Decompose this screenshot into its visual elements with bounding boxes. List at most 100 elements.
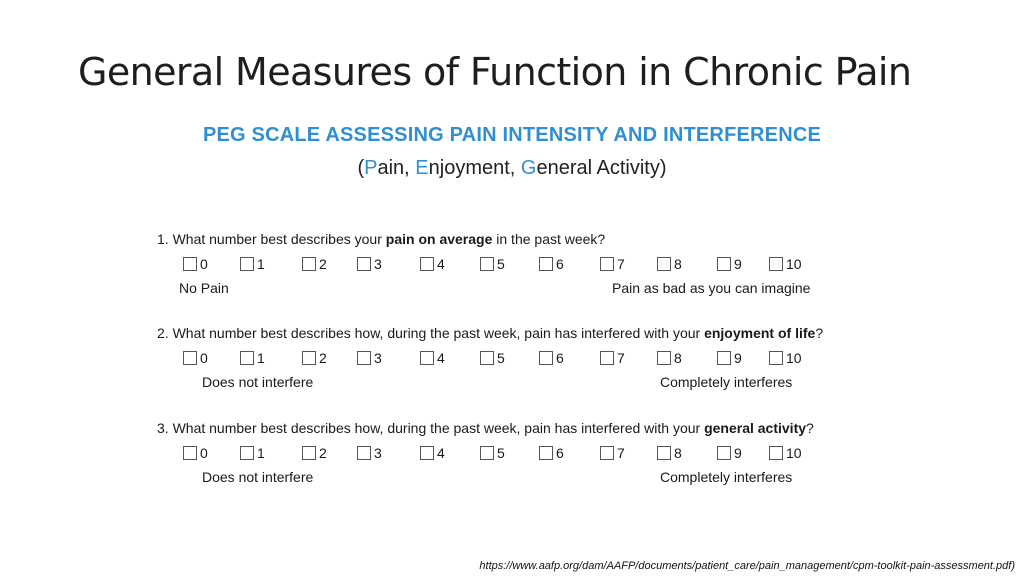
checkbox[interactable] — [183, 350, 197, 365]
checkbox[interactable] — [769, 445, 783, 460]
question-2-right-anchor: Completely interferes — [660, 374, 793, 390]
option-label: 5 — [497, 349, 505, 366]
option-label: 1 — [257, 255, 265, 272]
checkbox[interactable] — [240, 445, 254, 460]
checkbox[interactable] — [357, 256, 371, 271]
question-1-option-6[interactable]: 6 — [539, 255, 564, 272]
option-label: 3 — [374, 349, 382, 366]
option-label: 10 — [786, 349, 802, 366]
question-1-left-anchor: No Pain — [179, 280, 229, 296]
question-1-option-1[interactable]: 1 — [240, 255, 265, 272]
question-3-option-0[interactable]: 0 — [183, 444, 208, 461]
subtitle-p-letter: P — [364, 157, 378, 179]
question-2-suffix: ? — [815, 325, 824, 341]
checkbox[interactable] — [769, 256, 783, 271]
question-2: 2. What number best describes how, durin… — [157, 325, 823, 341]
question-3-option-9[interactable]: 9 — [717, 444, 742, 461]
question-3-option-8[interactable]: 8 — [657, 444, 682, 461]
checkbox[interactable] — [717, 445, 731, 460]
option-label: 6 — [556, 444, 564, 461]
checkbox[interactable] — [183, 445, 197, 460]
slide-title: General Measures of Function in Chronic … — [78, 50, 912, 94]
checkbox[interactable] — [600, 350, 614, 365]
checkbox[interactable] — [769, 350, 783, 365]
checkbox[interactable] — [657, 350, 671, 365]
checkbox[interactable] — [480, 445, 494, 460]
checkbox[interactable] — [717, 350, 731, 365]
checkbox[interactable] — [600, 256, 614, 271]
question-3-suffix: ? — [806, 420, 814, 436]
checkbox[interactable] — [420, 350, 434, 365]
question-1-option-2[interactable]: 2 — [302, 255, 327, 272]
checkbox[interactable] — [240, 256, 254, 271]
question-1-emphasis: pain on average — [385, 231, 493, 247]
question-2-option-1[interactable]: 1 — [240, 349, 265, 366]
subtitle-eneral: eneral Activity) — [536, 157, 667, 179]
checkbox[interactable] — [657, 256, 671, 271]
question-3-prefix: 3. What number best describes how, durin… — [157, 420, 705, 436]
checkbox[interactable] — [420, 256, 434, 271]
question-2-option-2[interactable]: 2 — [302, 349, 327, 366]
checkbox[interactable] — [302, 445, 316, 460]
checkbox[interactable] — [480, 256, 494, 271]
option-label: 4 — [437, 349, 445, 366]
question-3-option-4[interactable]: 4 — [420, 444, 445, 461]
question-3-emphasis: general activity — [704, 420, 807, 436]
question-3-left-anchor: Does not interfere — [202, 469, 314, 485]
option-label: 8 — [674, 255, 682, 272]
option-label: 6 — [556, 349, 564, 366]
question-3-option-1[interactable]: 1 — [240, 444, 265, 461]
question-2-option-9[interactable]: 9 — [717, 349, 742, 366]
question-2-option-6[interactable]: 6 — [539, 349, 564, 366]
checkbox[interactable] — [717, 256, 731, 271]
checkbox[interactable] — [600, 445, 614, 460]
question-1-option-4[interactable]: 4 — [420, 255, 445, 272]
option-label: 5 — [497, 444, 505, 461]
checkbox[interactable] — [357, 350, 371, 365]
option-label: 4 — [437, 444, 445, 461]
checkbox[interactable] — [357, 445, 371, 460]
option-label: 2 — [319, 255, 327, 272]
subtitle-e-letter: E — [415, 157, 429, 179]
question-2-prefix: 2. What number best describes how, durin… — [157, 325, 705, 341]
question-3-option-7[interactable]: 7 — [600, 444, 625, 461]
option-label: 10 — [786, 255, 802, 272]
question-1-option-5[interactable]: 5 — [480, 255, 505, 272]
option-label: 3 — [374, 255, 382, 272]
checkbox[interactable] — [183, 256, 197, 271]
checkbox[interactable] — [480, 350, 494, 365]
checkbox[interactable] — [539, 256, 553, 271]
checkbox[interactable] — [240, 350, 254, 365]
question-1-option-0[interactable]: 0 — [183, 255, 208, 272]
option-label: 0 — [200, 349, 208, 366]
question-2-option-3[interactable]: 3 — [357, 349, 382, 366]
checkbox[interactable] — [420, 445, 434, 460]
question-1: 1. What number best describes your pain … — [157, 231, 605, 247]
question-3-option-6[interactable]: 6 — [539, 444, 564, 461]
question-1-option-9[interactable]: 9 — [717, 255, 742, 272]
option-label: 5 — [497, 255, 505, 272]
option-label: 1 — [257, 444, 265, 461]
question-3: 3. What number best describes how, durin… — [157, 420, 814, 436]
option-label: 2 — [319, 444, 327, 461]
question-2-option-4[interactable]: 4 — [420, 349, 445, 366]
question-1-option-3[interactable]: 3 — [357, 255, 382, 272]
option-label: 7 — [617, 255, 625, 272]
question-3-option-3[interactable]: 3 — [357, 444, 382, 461]
question-3-option-10[interactable]: 10 — [769, 444, 802, 461]
question-2-option-8[interactable]: 8 — [657, 349, 682, 366]
question-1-option-10[interactable]: 10 — [769, 255, 802, 272]
question-3-option-5[interactable]: 5 — [480, 444, 505, 461]
question-2-option-10[interactable]: 10 — [769, 349, 802, 366]
question-1-option-7[interactable]: 7 — [600, 255, 625, 272]
question-3-option-2[interactable]: 2 — [302, 444, 327, 461]
checkbox[interactable] — [302, 350, 316, 365]
question-1-option-8[interactable]: 8 — [657, 255, 682, 272]
checkbox[interactable] — [657, 445, 671, 460]
question-2-option-7[interactable]: 7 — [600, 349, 625, 366]
checkbox[interactable] — [539, 350, 553, 365]
checkbox[interactable] — [539, 445, 553, 460]
question-2-option-0[interactable]: 0 — [183, 349, 208, 366]
question-2-option-5[interactable]: 5 — [480, 349, 505, 366]
checkbox[interactable] — [302, 256, 316, 271]
